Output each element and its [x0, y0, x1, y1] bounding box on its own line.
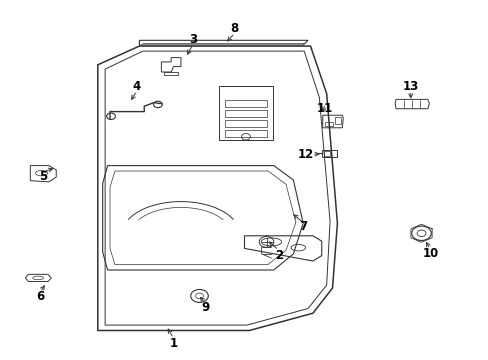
Text: 5: 5: [39, 170, 47, 183]
Text: 9: 9: [201, 301, 209, 314]
Text: 10: 10: [421, 247, 438, 260]
Text: 3: 3: [189, 33, 197, 46]
Text: 6: 6: [36, 291, 44, 303]
Text: 13: 13: [402, 80, 418, 93]
Text: 4: 4: [133, 80, 141, 93]
Text: 8: 8: [230, 22, 238, 35]
Text: 1: 1: [169, 337, 177, 350]
Text: 12: 12: [297, 148, 313, 161]
Text: 7: 7: [299, 220, 306, 233]
Text: 11: 11: [316, 102, 333, 114]
Text: 2: 2: [274, 249, 282, 262]
